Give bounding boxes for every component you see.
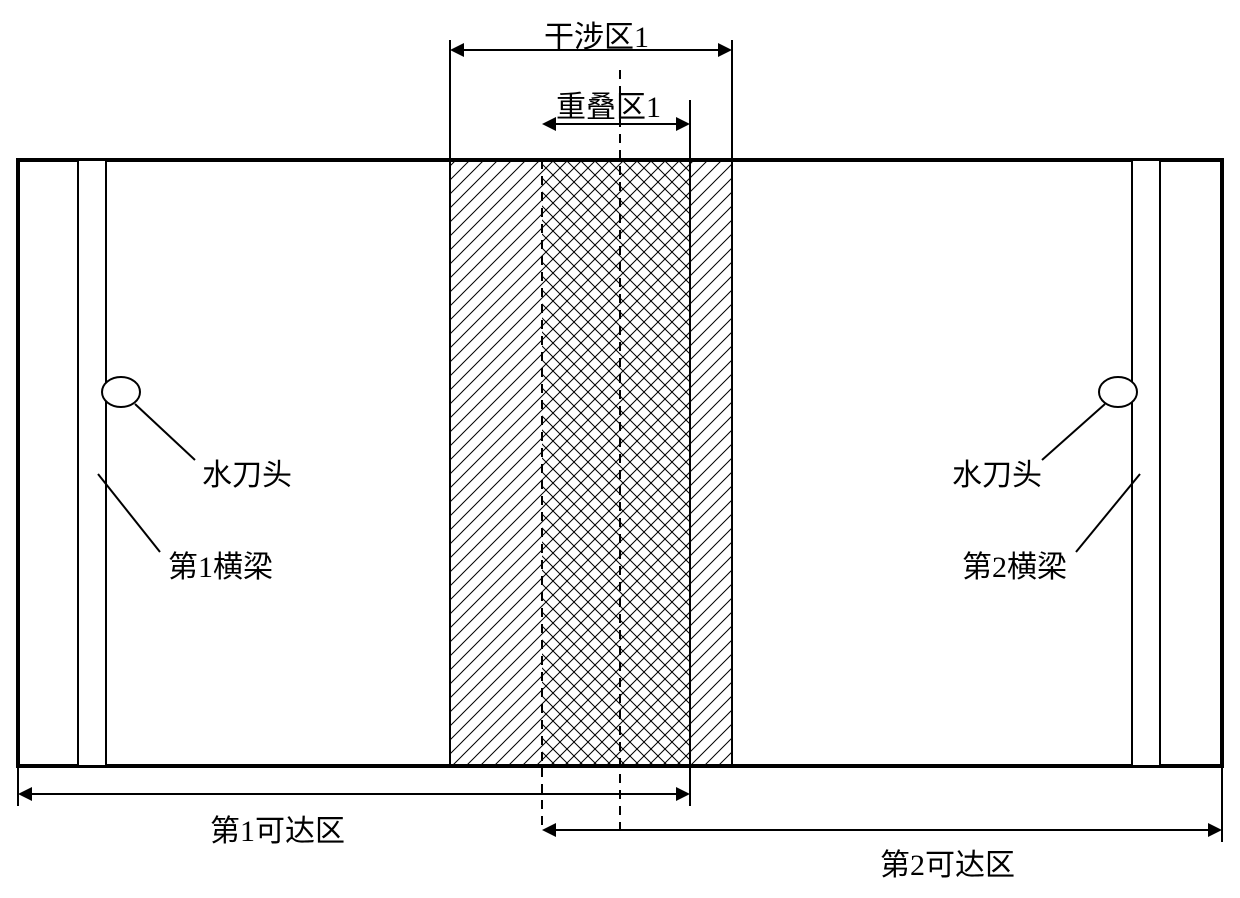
label-waterjet-head-2: 水刀头 — [952, 450, 1042, 494]
label-overlap-zone: 重叠区1 — [556, 82, 661, 126]
label-beam-2: 第2横梁 — [962, 542, 1067, 586]
diagram-container: 干涉区1 重叠区1 水刀头 水刀头 第1横梁 第2横梁 第1可达区 第2可达区 — [0, 0, 1240, 898]
label-reach-zone-1: 第1可达区 — [210, 806, 345, 850]
label-beam-1: 第1横梁 — [168, 542, 273, 586]
diagram-svg — [0, 0, 1240, 898]
label-reach-zone-2: 第2可达区 — [880, 840, 1015, 884]
label-waterjet-head-1: 水刀头 — [202, 450, 292, 494]
label-interference-zone: 干涉区1 — [544, 12, 649, 56]
